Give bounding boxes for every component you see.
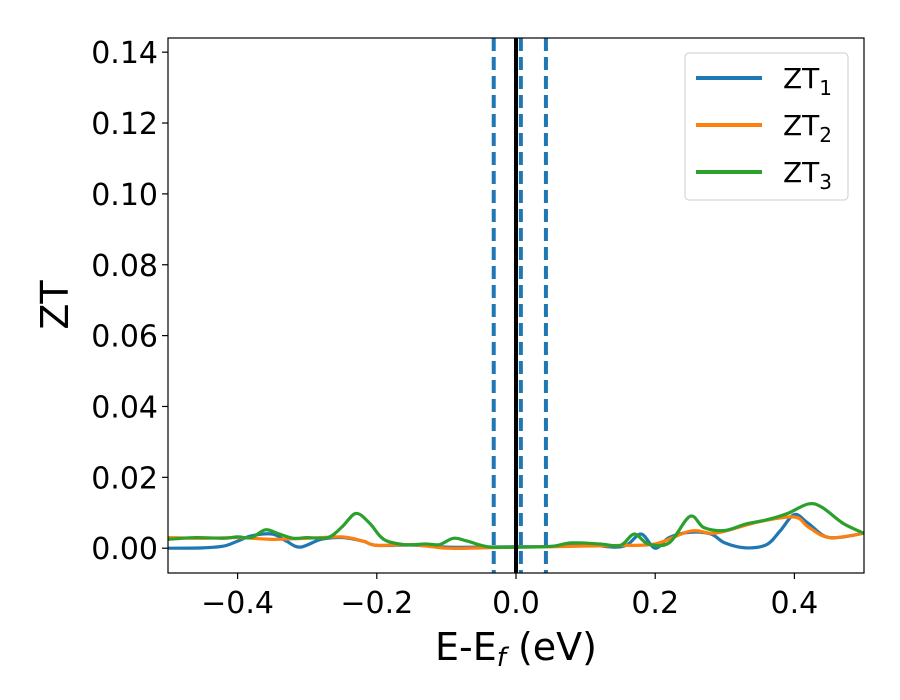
- y-tick-label: 0.12: [91, 107, 158, 142]
- y-tick-label: 0.14: [91, 36, 158, 71]
- legend-label-zt1: ZT1: [783, 62, 832, 100]
- x-tick-label: −0.2: [340, 586, 413, 621]
- x-tick-label: −0.4: [201, 586, 274, 621]
- x-tick-label: 0.4: [771, 586, 819, 621]
- legend-box: [684, 52, 849, 201]
- y-tick-label: 0.00: [91, 532, 158, 567]
- x-tick-label: 0.2: [631, 586, 679, 621]
- legend-label-zt2: ZT2: [783, 109, 832, 147]
- y-tick-label: 0.10: [91, 178, 158, 213]
- plot-layer: [168, 38, 864, 573]
- legend-label-zt3: ZT3: [783, 156, 832, 194]
- axes-layer: −0.4 −0.2 0.0 0.2 0.4 0.00 0.02 0.04 0.06 0.08 0.1…: [91, 36, 865, 621]
- y-tick-label: 0.06: [91, 320, 158, 355]
- series-line-zt3: [168, 501, 864, 549]
- y-tick-label: 0.04: [91, 390, 158, 425]
- x-axis-label: E-Ef (eV): [435, 625, 597, 673]
- x-tick-label: 0.0: [492, 586, 540, 621]
- legend: ZT1 ZT2 ZT3: [684, 52, 849, 201]
- y-tick-label: 0.08: [91, 249, 158, 284]
- plot-area: [168, 38, 864, 573]
- y-tick-label: 0.02: [91, 461, 158, 496]
- y-axis-label: ZT: [33, 280, 77, 330]
